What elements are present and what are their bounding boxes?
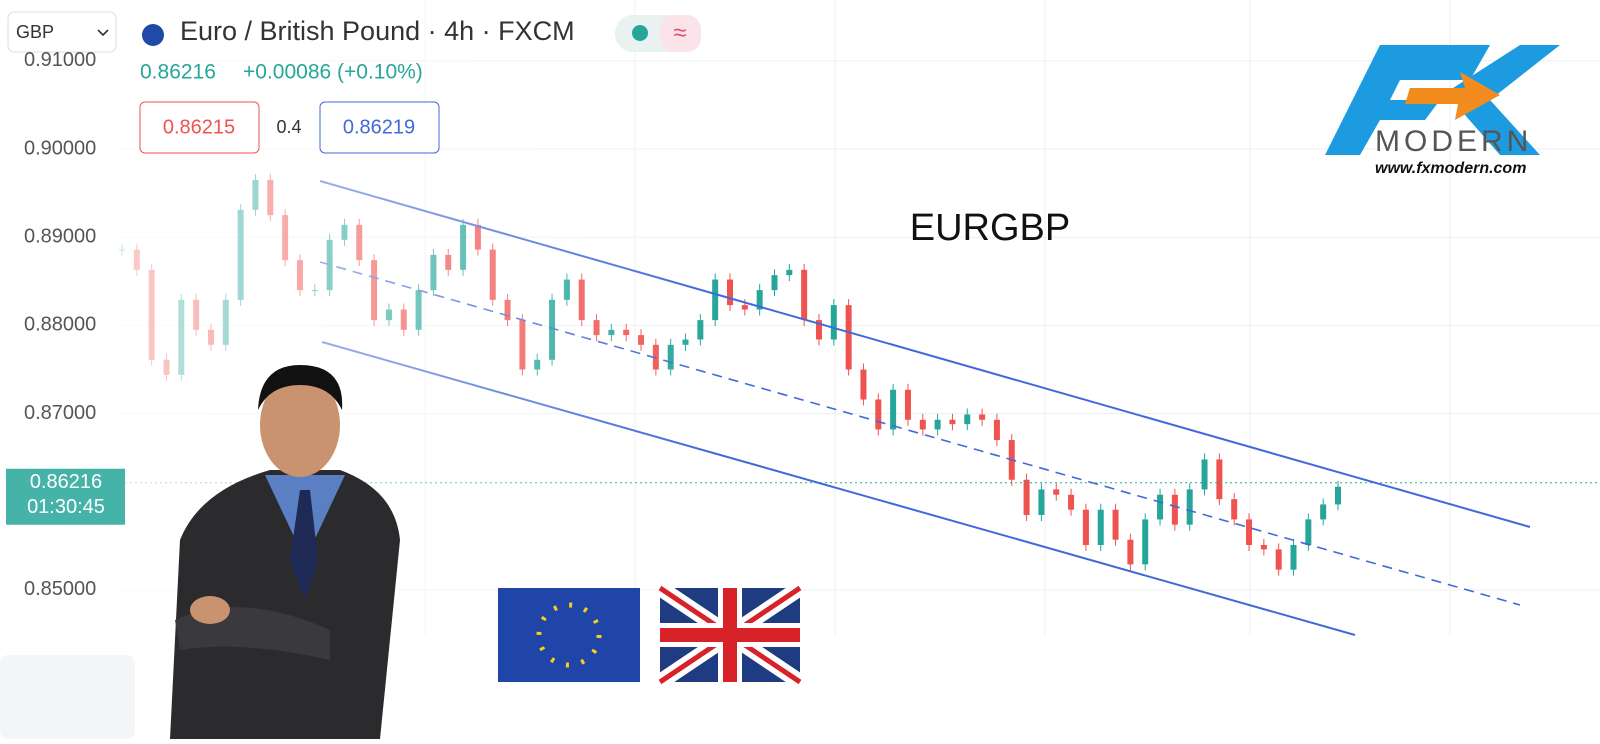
y-tick-label: 0.87000 — [24, 402, 96, 424]
y-tick-label: 0.91000 — [24, 49, 96, 71]
symbol-select-label: GBP — [16, 22, 54, 42]
pair-icon — [142, 24, 164, 46]
presenter — [170, 365, 400, 739]
indicator-toggle[interactable] — [660, 15, 701, 52]
last-price: 0.86216 — [140, 61, 216, 84]
buy-button[interactable] — [319, 101, 440, 154]
uk-flag — [655, 581, 805, 689]
bottom-panel — [0, 655, 135, 739]
bar-countdown: 01:30:45 — [27, 496, 105, 518]
ask-price: 0.86219 — [343, 116, 415, 138]
y-tick-label: 0.89000 — [24, 226, 96, 248]
price-label: 0.86216 — [30, 471, 102, 493]
y-tick-label: 0.90000 — [24, 137, 96, 159]
sell-button[interactable] — [139, 101, 260, 154]
symbol-select[interactable] — [7, 11, 117, 53]
logo-url: www.fxmodern.com — [1375, 160, 1526, 177]
bid-price: 0.86215 — [163, 116, 235, 138]
price-change: +0.00086 (+0.10%) — [243, 61, 423, 84]
logo-name: MODERN — [1375, 125, 1532, 158]
spread: 0.4 — [276, 117, 301, 137]
indicator-icon: ≈ — [673, 19, 686, 46]
pair-title: Euro / British Pound · 4h · FXCM — [180, 16, 575, 46]
y-tick-label: 0.85000 — [24, 578, 96, 600]
y-tick-label: 0.88000 — [24, 314, 96, 336]
status-dot — [632, 25, 648, 41]
dropdown-icon — [97, 29, 109, 37]
logo: MODERN www.fxmodern.com FX — [1325, 45, 1560, 177]
chart-title: EURGBP — [910, 207, 1070, 249]
price-label-box — [6, 468, 125, 525]
eu-flag — [498, 588, 640, 682]
